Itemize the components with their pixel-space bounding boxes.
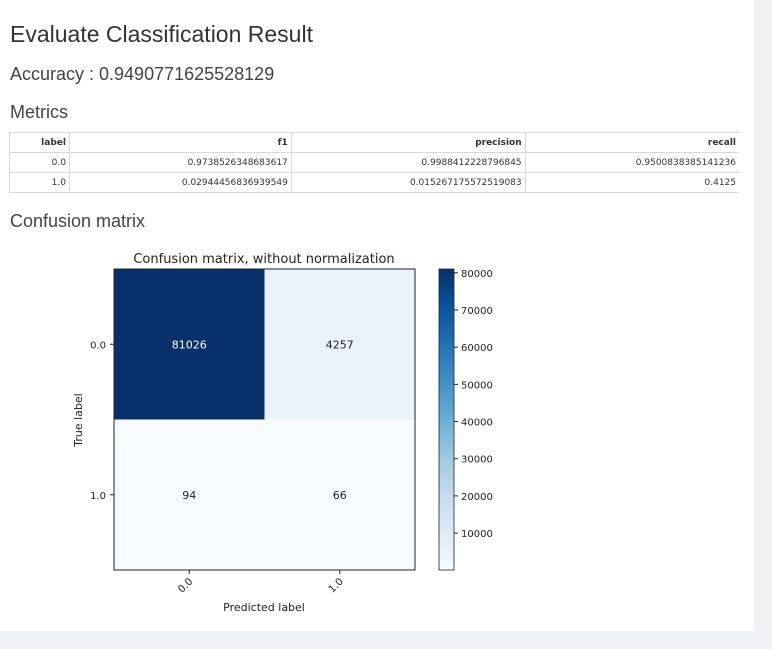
accuracy-value: Accuracy : 0.9490771625528129 <box>10 64 275 84</box>
cell-recall: 0.9500838385141236 <box>524 152 739 173</box>
x-tick-label: 0.0 <box>176 576 195 595</box>
matrix-cell <box>264 419 415 570</box>
cell-precision: 0.015267175572519083 <box>290 172 526 193</box>
result-panel: Evaluate Classification Result Accuracy … <box>0 0 754 631</box>
table-row: 1.0 0.02944456836939549 0.01526717557251… <box>9 172 739 193</box>
table-header-row: label f1 precision recall <box>9 132 739 153</box>
column-header-f1: f1 <box>68 132 292 153</box>
metrics-heading: Metrics <box>10 102 68 122</box>
column-header-precision: precision <box>290 132 526 153</box>
matrix-cell <box>114 419 265 570</box>
y-tick-label: 1.0 <box>90 491 106 502</box>
colorbar-tick-label: 10000 <box>461 529 493 540</box>
cell-f1: 0.9738526348683617 <box>68 152 292 173</box>
colorbar-tick-label: 20000 <box>461 492 493 503</box>
confusion-matrix-heading: Confusion matrix <box>10 211 146 231</box>
colorbar-tick-label: 60000 <box>461 343 493 354</box>
confusion-matrix-chart: Confusion matrix, without normalization … <box>72 252 493 614</box>
colorbar-tick-label: 70000 <box>461 306 493 317</box>
colorbar-tick-label: 40000 <box>461 418 493 429</box>
colorbar-tick-label: 30000 <box>461 455 493 466</box>
column-header-recall: recall <box>524 132 739 153</box>
colorbar-tick-label: 80000 <box>461 269 493 280</box>
colorbar <box>438 268 455 571</box>
metrics-table: label f1 precision recall 0.0 0.97385263… <box>9 132 739 193</box>
matrix-cell-value: 81026 <box>172 338 207 351</box>
cell-f1: 0.02944456836939549 <box>68 172 292 193</box>
matrix-cell <box>264 269 415 420</box>
matrix-cell-value: 66 <box>333 489 347 502</box>
chart-title: Confusion matrix, without normalization <box>133 252 394 267</box>
matrix-frame <box>113 268 416 571</box>
cell-label: 0.0 <box>9 152 70 173</box>
x-tick-label: 1.0 <box>327 576 346 595</box>
colorbar-tick-label: 50000 <box>461 380 493 391</box>
page-title: Evaluate Classification Result <box>10 21 313 47</box>
y-tick-label: 0.0 <box>90 340 106 351</box>
cell-precision: 0.9988412228796845 <box>290 152 526 173</box>
y-axis-label: True label <box>72 393 85 447</box>
matrix-cell-value: 94 <box>182 489 196 502</box>
column-header-label: label <box>9 132 70 153</box>
cell-label: 1.0 <box>9 172 70 193</box>
cell-recall: 0.4125 <box>524 172 739 193</box>
x-axis-label: Predicted label <box>223 601 305 614</box>
matrix-cell-value: 4257 <box>326 338 354 351</box>
table-row: 0.0 0.9738526348683617 0.998841222879684… <box>9 152 739 173</box>
matrix-cell <box>114 269 265 420</box>
